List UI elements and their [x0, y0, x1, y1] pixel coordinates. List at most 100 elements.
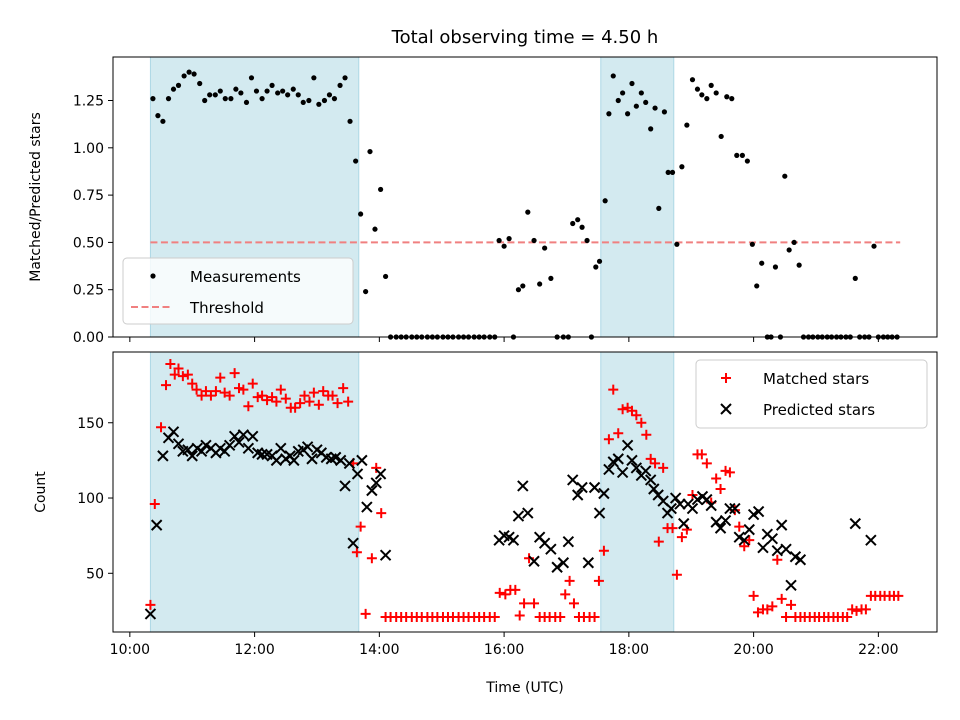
top-plot-ratio: 0.00 0.25 0.50 0.75 1.00 1.25 Measurements Thre…	[73, 56, 938, 346]
measurement-point	[372, 226, 378, 232]
predicted-star-point	[361, 501, 373, 513]
measurement-point	[358, 211, 364, 217]
y-tick-label: 1.25	[73, 94, 104, 110]
predicted-star-point	[626, 454, 638, 467]
predicted-star-point	[780, 543, 792, 555]
predicted-star-point	[648, 483, 660, 495]
predicted-star-point	[150, 519, 163, 531]
measurement-point	[593, 264, 599, 270]
measurement-point	[652, 105, 658, 111]
y-tick-label: 50	[86, 566, 104, 582]
predicted-star-point	[794, 554, 807, 566]
x-tick-label: 10:00	[110, 642, 150, 658]
x-tick-label: 20:00	[733, 642, 773, 658]
predicted-star-point	[247, 430, 259, 443]
measurement-point	[233, 86, 239, 92]
measurement-point	[579, 224, 585, 230]
legend-label: Predicted stars	[763, 401, 875, 419]
predicted-star-point	[144, 608, 157, 620]
matched-star-point	[200, 386, 211, 397]
measurement-point	[542, 245, 548, 251]
measurement-point	[739, 152, 745, 158]
measurement-point	[684, 122, 690, 128]
predicted-star-point	[186, 450, 198, 462]
axes-frame	[112, 56, 938, 338]
measurement-point	[150, 96, 156, 102]
measurement-point	[520, 283, 526, 289]
legend-marker-plus	[721, 373, 731, 383]
matched-star-point	[280, 393, 291, 404]
predicted-star-point	[366, 484, 378, 497]
matched-star-point	[343, 396, 354, 407]
measurement-point	[515, 287, 522, 293]
top-y-axis-label: Matched/Predicted stars	[28, 112, 44, 282]
matched-star-point	[247, 378, 258, 389]
predicted-star-point	[528, 555, 540, 567]
measurement-point	[704, 96, 710, 102]
predicted-star-point	[223, 439, 236, 452]
predicted-star-point	[551, 561, 563, 573]
measurement-point	[525, 209, 531, 215]
predicted-star-point	[182, 444, 194, 456]
matched-star-point	[182, 369, 193, 380]
predicted-star-point	[195, 445, 208, 458]
y-tick-label: 0.00	[73, 330, 104, 346]
matched-star-point	[257, 390, 268, 401]
matched-star-point	[593, 575, 604, 586]
x-tick-label: 14:00	[359, 642, 399, 658]
measurement-point	[782, 173, 788, 179]
measurement-point	[791, 239, 797, 246]
measurement-point	[238, 90, 244, 96]
matched-star-point	[238, 384, 249, 395]
measurement-point	[575, 217, 581, 223]
matched-star-point	[653, 536, 664, 547]
predicted-star-point	[724, 502, 736, 515]
measurement-point	[202, 97, 208, 104]
matched-star-point	[210, 386, 221, 397]
legend-marker-x	[720, 403, 732, 415]
measurement-point	[669, 169, 676, 176]
matched-star-point	[295, 398, 306, 409]
measurement-point	[679, 164, 685, 170]
predicted-star-point	[766, 532, 779, 545]
matched-star-point	[650, 458, 661, 469]
measurement-point	[363, 288, 369, 295]
predicted-star-point	[370, 477, 382, 489]
measurement-point	[656, 205, 662, 211]
matched-star-point	[243, 401, 254, 412]
measurement-point	[648, 126, 654, 132]
measurement-point	[638, 90, 644, 96]
measurement-point	[744, 158, 750, 164]
predicted-star-point	[512, 510, 525, 522]
measurement-point	[165, 96, 172, 102]
measurement-point	[212, 92, 218, 98]
measurement-point	[160, 118, 166, 124]
matched-star-point	[724, 467, 735, 478]
shaded-interval-1	[600, 351, 675, 633]
measurement-point	[610, 73, 616, 79]
matched-star-point	[355, 521, 366, 532]
measurement-point	[633, 103, 639, 109]
measurement-point	[786, 247, 792, 253]
predicted-star-point	[522, 507, 534, 519]
predicted-star-point	[865, 534, 877, 546]
measurement-point	[337, 82, 343, 88]
predicted-star-point	[686, 502, 699, 515]
measurement-point	[606, 111, 612, 117]
y-tick-label: 0.75	[73, 188, 104, 204]
matched-star-point	[767, 601, 778, 612]
measurement-point	[548, 275, 554, 281]
measurement-point	[285, 92, 291, 98]
measurement-point	[326, 92, 333, 98]
matched-star-point	[739, 541, 750, 552]
predicted-star-point	[743, 523, 755, 536]
shaded-interval-0	[149, 351, 360, 633]
matched-star-point	[173, 363, 184, 374]
matched-star-point	[860, 604, 871, 615]
matched-star-point	[327, 390, 338, 401]
measurement-point	[217, 88, 223, 94]
measurement-point	[207, 92, 213, 98]
bottom-y-axis-label: Count	[33, 471, 49, 513]
legend-label: Threshold	[189, 299, 264, 317]
